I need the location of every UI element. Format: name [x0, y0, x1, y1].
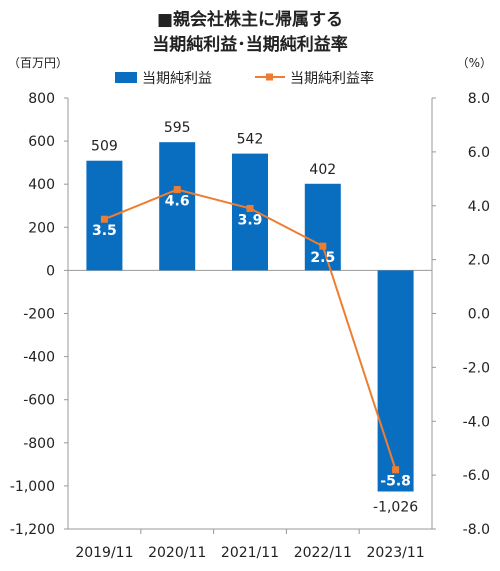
left-axis-tick-label: 200 — [28, 220, 55, 236]
left-axis-tick-label: -400 — [23, 350, 55, 366]
right-axis-tick-label: 2.0 — [468, 253, 490, 269]
margin-value-label: 4.6 — [165, 194, 190, 210]
margin-value-label: 3.9 — [238, 212, 263, 228]
x-axis-category-label: 2022/11 — [294, 545, 352, 561]
bar — [377, 270, 414, 492]
bar — [304, 183, 341, 271]
chart-title-line-2: 当期純利益･当期純利益率 — [152, 34, 348, 55]
plot-area: 800 600 400 200 0 -200 -400 -600 -800 -1,000 -1,20… — [10, 91, 490, 561]
margin-value-label: 2.5 — [310, 250, 335, 266]
left-axis-tick-label: -1,000 — [10, 479, 55, 495]
x-axis-category-label: 2019/11 — [75, 545, 133, 561]
left-axis-tick-label: 0 — [46, 263, 55, 279]
left-axis-tick-label: 400 — [28, 177, 55, 193]
right-axis-tick-label: -4.0 — [463, 414, 490, 430]
right-axis-tick-label: 4.0 — [468, 199, 490, 215]
right-axis-tick-label: -6.0 — [463, 468, 490, 484]
right-axis-unit: （%） — [457, 56, 492, 70]
left-axis-tick-label: 600 — [28, 134, 55, 150]
right-axis-tick-label: -2.0 — [463, 360, 490, 376]
legend-line-label: 当期純利益率 — [290, 70, 374, 87]
legend: 当期純利益 当期純利益率 — [115, 70, 374, 87]
left-axis-tick-label: -600 — [23, 393, 55, 409]
left-axis-unit: （百万円） — [8, 56, 68, 70]
right-axis-tick-label: 8.0 — [468, 91, 490, 107]
bar-value-label: 595 — [164, 120, 191, 136]
right-axis-tick-label: 6.0 — [468, 145, 490, 161]
margin-point — [392, 466, 400, 474]
legend-bar-label: 当期純利益 — [142, 71, 212, 87]
left-axis-tick-label: -800 — [23, 436, 55, 452]
left-axis-tick-label: -200 — [23, 307, 55, 323]
margin-value-label: -5.8 — [380, 474, 411, 490]
bar-value-label: -1,026 — [373, 500, 418, 516]
margin-point — [173, 186, 181, 194]
margin-value-label: 3.5 — [92, 223, 117, 239]
bar-value-label: 509 — [91, 139, 118, 155]
margin-point — [100, 215, 108, 223]
right-axis-tick-label: -8.0 — [463, 522, 490, 538]
right-axis-tick-label: 0.0 — [468, 307, 490, 323]
bar-value-label: 402 — [309, 162, 336, 178]
margin-point — [246, 204, 254, 212]
chart-title-line-1: ■親会社株主に帰属する — [157, 9, 343, 30]
left-axis-tick-label: -1,200 — [10, 522, 55, 538]
legend-line-marker — [266, 73, 273, 81]
x-axis-category-label: 2023/11 — [367, 545, 425, 561]
bar — [232, 153, 268, 271]
bar — [86, 160, 123, 271]
x-axis-category-label: 2021/11 — [221, 545, 279, 561]
bar-value-label: 542 — [237, 132, 264, 148]
legend-bar-swatch — [115, 72, 137, 83]
x-axis-category-label: 2020/11 — [148, 545, 206, 561]
left-axis-tick-label: 800 — [28, 91, 55, 107]
margin-point — [319, 242, 327, 250]
bar — [159, 142, 196, 271]
